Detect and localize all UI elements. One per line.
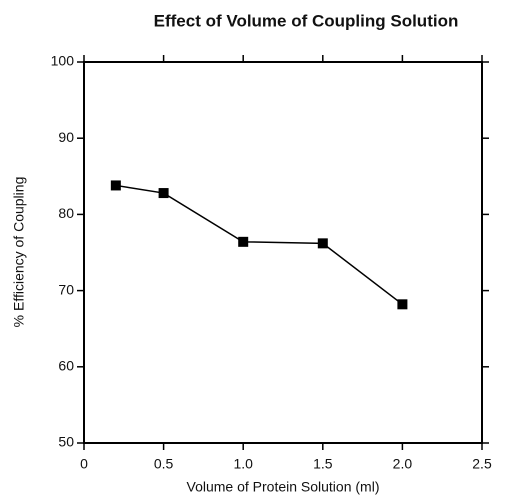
data-point [317,238,328,249]
y-tick-label: 100 [51,53,75,69]
data-line [115,184,403,305]
y-axis-label: % Efficiency of Coupling [11,177,27,328]
x-tick-label: 0 [80,456,88,472]
y-tick-label: 80 [58,205,74,221]
data-point [110,180,121,191]
chart-title: Effect of Volume of Coupling Solution [154,11,459,30]
x-tick-label: 2.5 [472,456,492,472]
y-tick-label: 90 [58,129,74,145]
data-point [158,188,169,199]
x-tick-label: 1.0 [233,456,253,472]
data-point [238,236,249,247]
y-tick-label: 60 [58,358,74,374]
x-tick-label: 1.5 [313,456,333,472]
plot-frame [83,61,483,444]
data-point [397,299,408,310]
x-tick-label: 2.0 [393,456,413,472]
y-tick-label: 50 [58,434,74,450]
x-axis-label: Volume of Protein Solution (ml) [187,479,380,495]
x-tick-label: 0.5 [154,456,174,472]
y-tick-label: 70 [58,281,74,297]
